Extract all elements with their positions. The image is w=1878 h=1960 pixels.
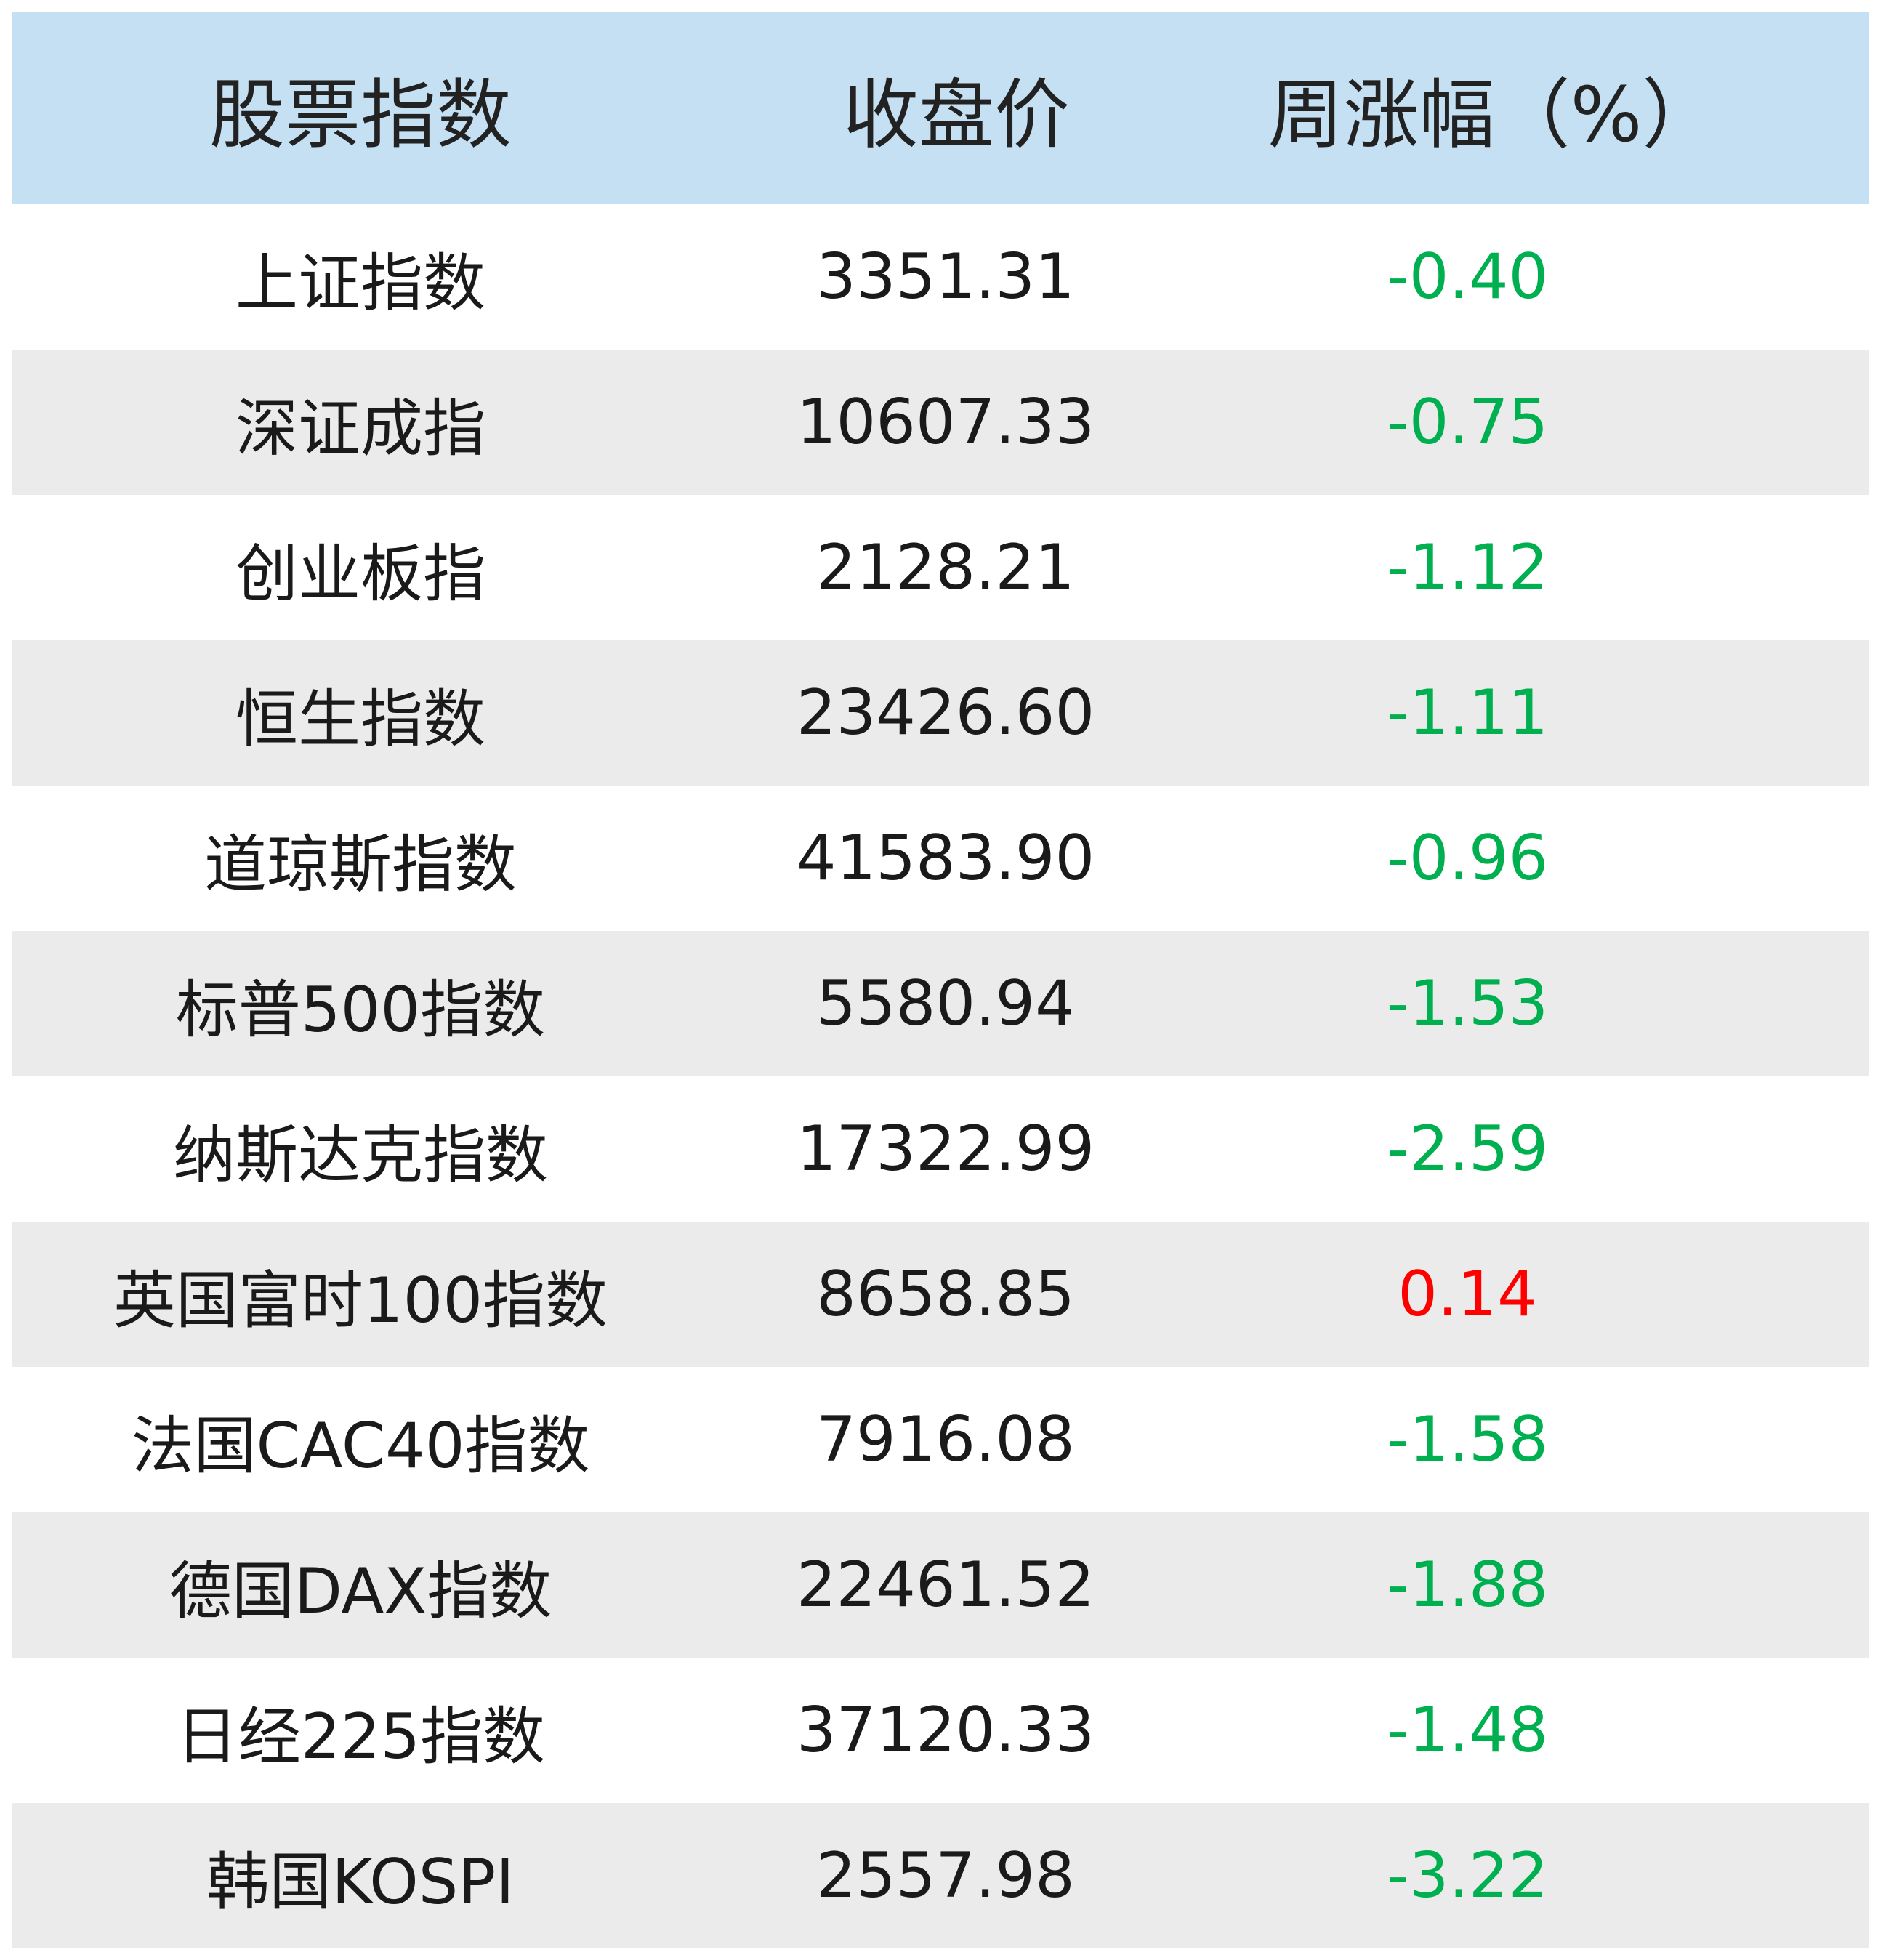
close-price-cell: 8658.85: [816, 1258, 1075, 1331]
table-row: 英国富时100指数 8658.85 0.14: [12, 1222, 1869, 1367]
index-name-cell: 韩国KOSPI: [206, 1845, 515, 1919]
table-row: 日经225指数 37120.33 -1.48: [12, 1658, 1869, 1803]
close-price-cell: 2128.21: [816, 531, 1075, 604]
table-row: 法国CAC40指数 7916.08 -1.58: [12, 1367, 1869, 1512]
header-weekly-change: 周涨幅（%）: [1268, 70, 1718, 159]
table-row: 创业板指 2128.21 -1.12: [12, 495, 1869, 640]
index-name-cell: 恒生指数: [235, 682, 485, 756]
weekly-change-cell: -1.58: [1386, 1403, 1549, 1476]
weekly-change-cell: -1.11: [1386, 677, 1549, 749]
index-name-cell: 标普500指数: [175, 973, 546, 1046]
index-name-cell: 纳斯达克指数: [173, 1118, 548, 1192]
index-name-cell: 法国CAC40指数: [131, 1409, 590, 1483]
weekly-change-cell: -2.59: [1386, 1113, 1549, 1185]
table-row: 标普500指数 5580.94 -1.53: [12, 931, 1869, 1076]
weekly-change-cell: 0.14: [1398, 1258, 1537, 1331]
weekly-change-cell: -0.40: [1386, 241, 1549, 313]
table-body: 上证指数 3351.31 -0.40 深证成指 10607.33 -0.75 创业板指 212…: [12, 204, 1869, 1948]
close-price-cell: 3351.31: [816, 241, 1075, 313]
table-row: 纳斯达克指数 17322.99 -2.59: [12, 1076, 1869, 1222]
table-row: 道琼斯指数 41583.90 -0.96: [12, 786, 1869, 931]
weekly-change-cell: -0.75: [1386, 386, 1549, 459]
index-name-cell: 德国DAX指数: [169, 1554, 552, 1628]
header-close-price: 收盘价: [842, 70, 1070, 159]
weekly-change-cell: -0.96: [1386, 822, 1549, 895]
close-price-cell: 37120.33: [796, 1694, 1095, 1767]
weekly-change-cell: -1.53: [1386, 967, 1549, 1040]
table-row: 上证指数 3351.31 -0.40: [12, 204, 1869, 350]
weekly-change-cell: -1.48: [1386, 1694, 1549, 1767]
index-name-cell: 日经225指数: [175, 1700, 546, 1773]
table-row: 韩国KOSPI 2557.98 -3.22: [12, 1803, 1869, 1948]
index-name-cell: 道琼斯指数: [204, 828, 517, 901]
index-name-cell: 创业板指: [235, 537, 485, 610]
table-row: 恒生指数 23426.60 -1.11: [12, 640, 1869, 786]
close-price-cell: 41583.90: [796, 822, 1095, 895]
close-price-cell: 22461.52: [796, 1549, 1095, 1621]
header-index-name: 股票指数: [209, 70, 512, 159]
index-name-cell: 深证成指: [235, 392, 485, 465]
close-price-cell: 2557.98: [816, 1839, 1075, 1912]
close-price-cell: 5580.94: [816, 967, 1075, 1040]
index-table: 股票指数 收盘价 周涨幅（%） 上证指数 3351.31 -0.40 深证成指 1060…: [12, 12, 1869, 1948]
close-price-cell: 7916.08: [816, 1403, 1075, 1476]
close-price-cell: 17322.99: [796, 1113, 1095, 1185]
table-row: 深证成指 10607.33 -0.75: [12, 350, 1869, 495]
table-row: 德国DAX指数 22461.52 -1.88: [12, 1512, 1869, 1658]
weekly-change-cell: -1.88: [1386, 1549, 1549, 1621]
weekly-change-cell: -3.22: [1386, 1839, 1549, 1912]
table-header: 股票指数 收盘价 周涨幅（%）: [12, 12, 1869, 204]
weekly-change-cell: -1.12: [1386, 531, 1549, 604]
index-name-cell: 英国富时100指数: [113, 1264, 608, 1337]
index-name-cell: 上证指数: [235, 246, 485, 320]
close-price-cell: 23426.60: [796, 677, 1095, 749]
close-price-cell: 10607.33: [796, 386, 1095, 459]
